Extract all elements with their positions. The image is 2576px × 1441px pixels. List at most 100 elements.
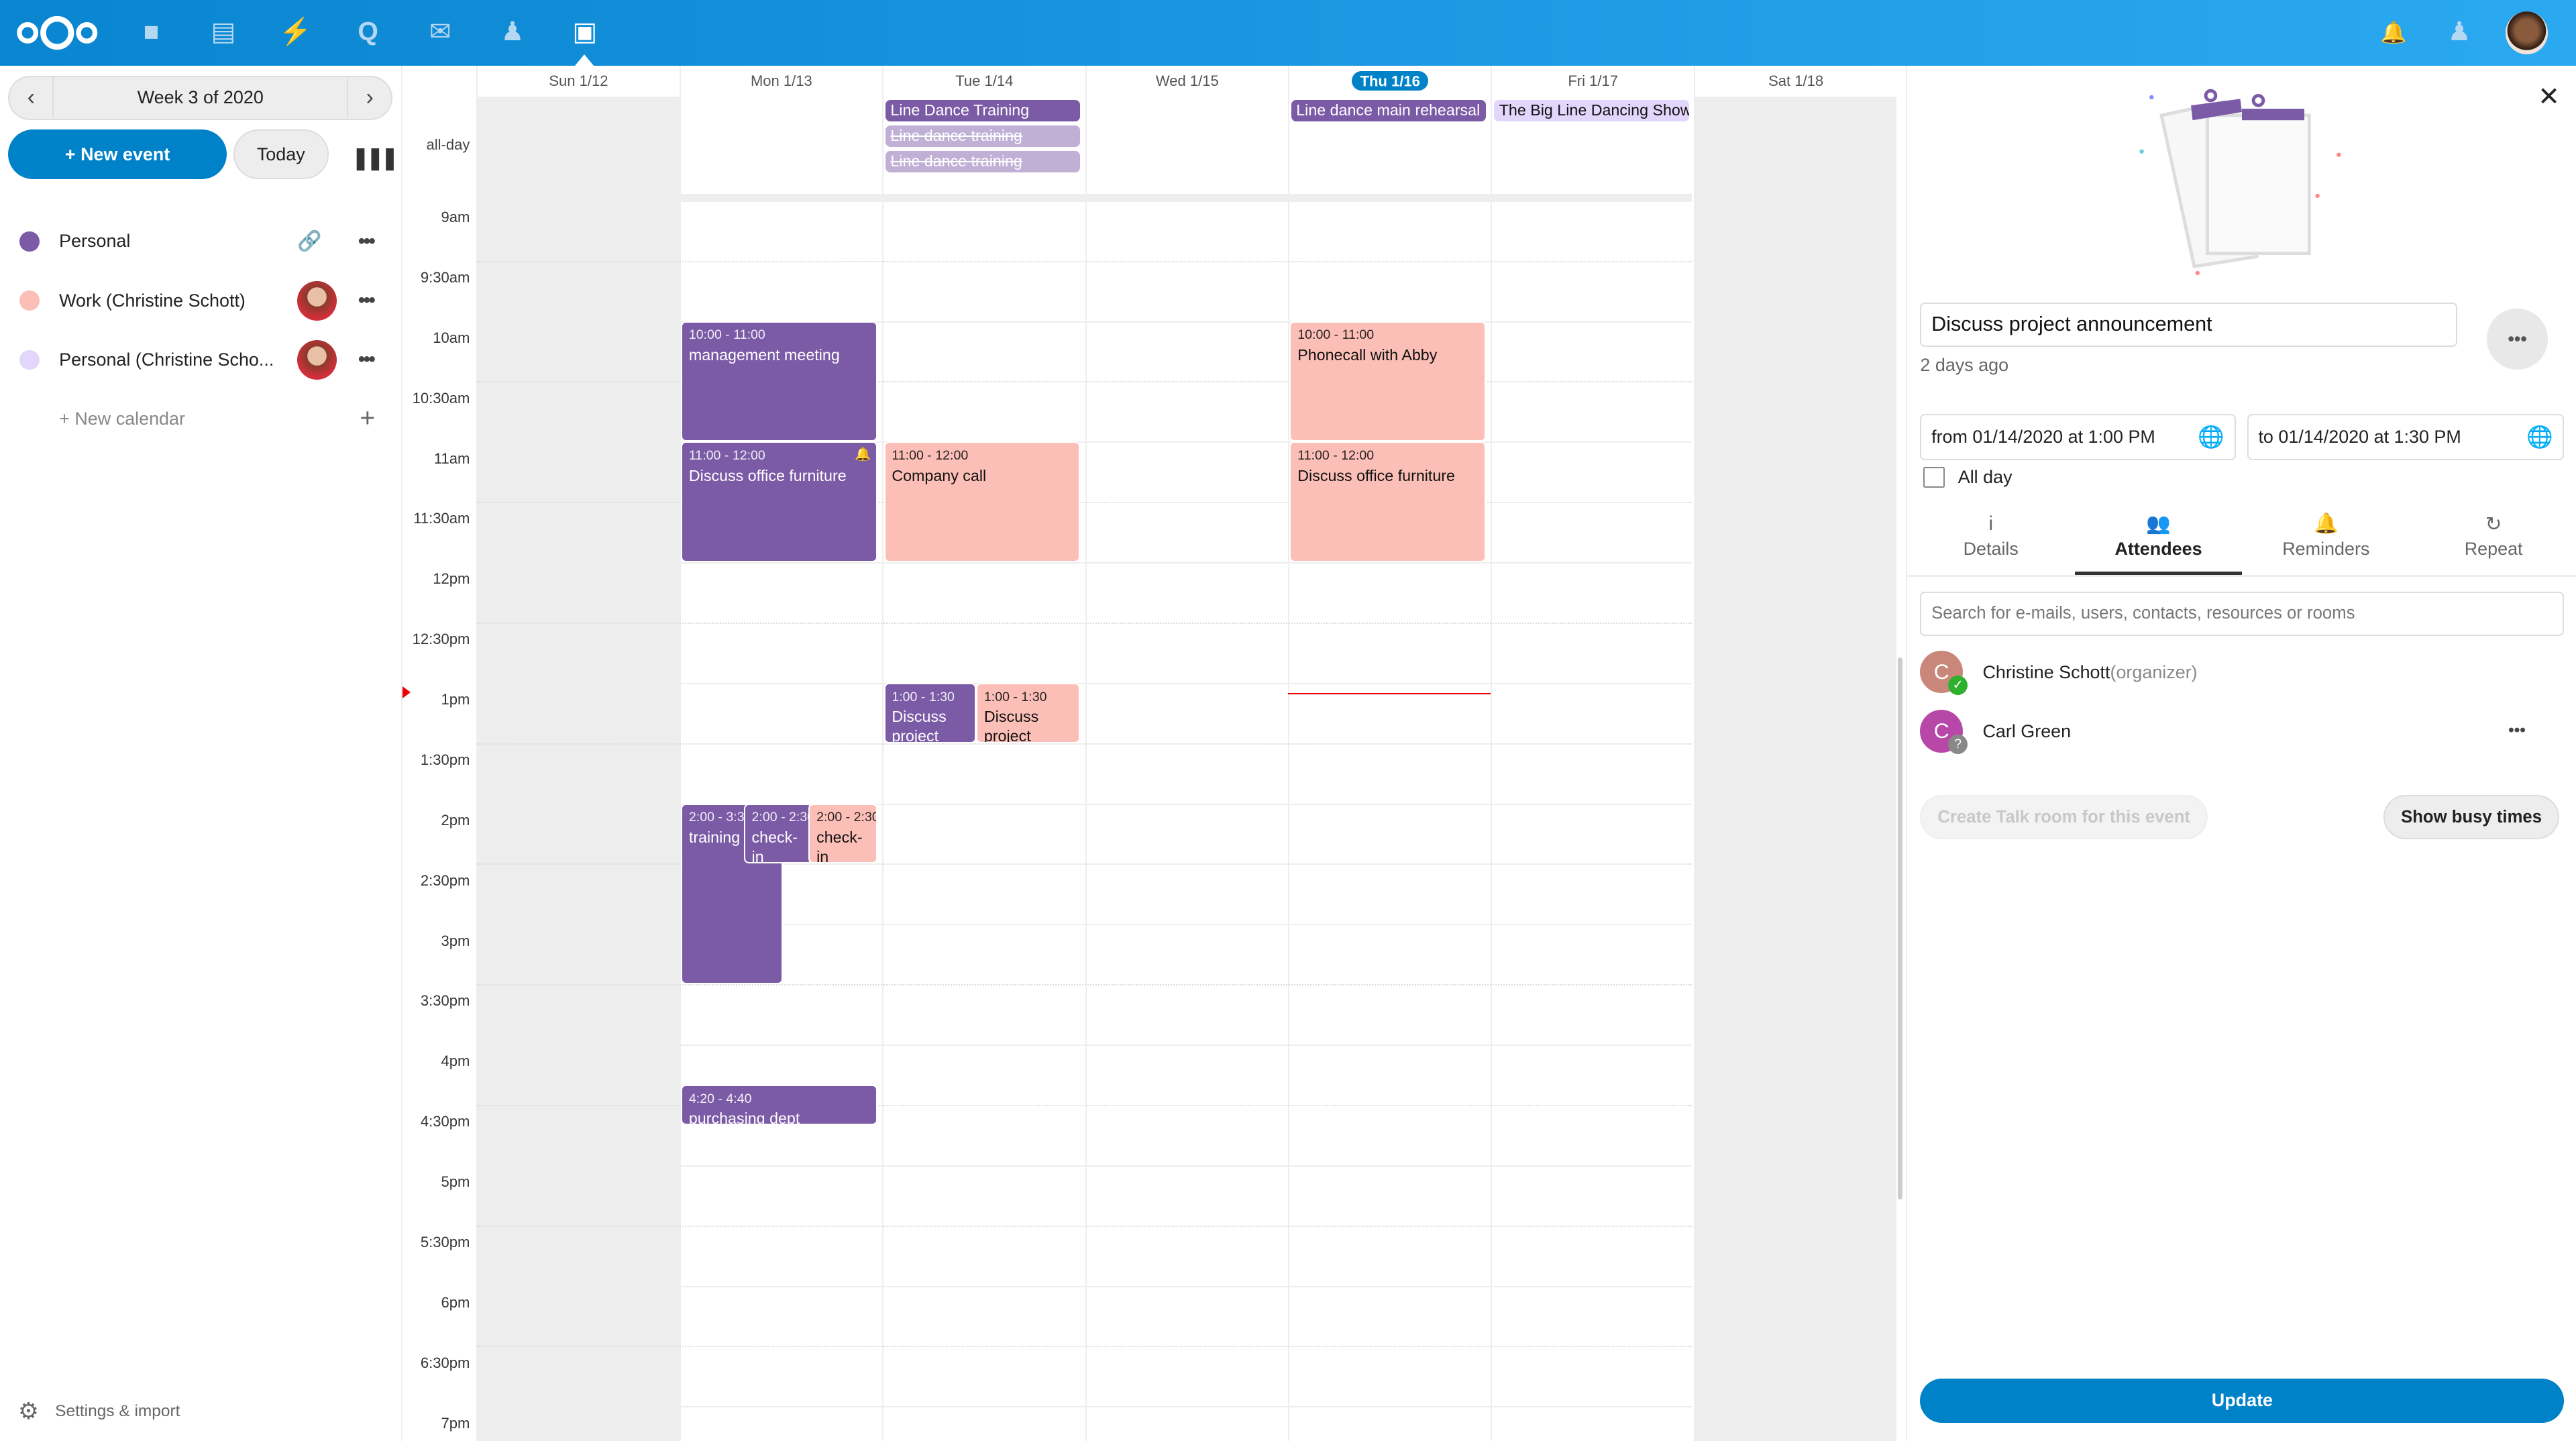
calendar-item[interactable]: Work (Christine Schott) •••	[0, 276, 394, 325]
start-datetime-input[interactable]: from 01/14/2020 at 1:00 PM 🌐	[1920, 414, 2236, 460]
day-column[interactable]	[1085, 97, 1288, 1441]
grid-line	[476, 1346, 1693, 1348]
calendar-event[interactable]: 2:00 - 2:30 check-in	[808, 803, 877, 864]
day-column[interactable]	[882, 97, 1085, 1441]
calendar-event[interactable]: 11:00 - 12:00 Company call	[883, 441, 1081, 563]
photos-icon[interactable]: ▤	[211, 17, 236, 47]
close-icon[interactable]: ✕	[2538, 83, 2561, 112]
tab-repeat[interactable]: ↻ Repeat	[2410, 513, 2576, 575]
calendar-color-dot[interactable]	[19, 231, 40, 252]
attendee-search-input[interactable]: Search for e-mails, users, contacts, res…	[1920, 591, 2565, 636]
all-day-event[interactable]: Line Dance Training	[885, 100, 1081, 122]
event-time: 4:20 - 4:40	[688, 1091, 752, 1106]
update-button[interactable]: Update	[1920, 1378, 2565, 1423]
day-header[interactable]: Wed 1/15	[1085, 65, 1288, 97]
event-time: 1:00 - 1:30	[892, 689, 955, 704]
calendar-color-dot[interactable]	[19, 290, 40, 311]
day-column[interactable]	[679, 97, 882, 1441]
grid-line	[476, 200, 1693, 202]
all-day-event[interactable]: Line dance main rehearsal	[1291, 100, 1487, 122]
calendar-more-icon[interactable]: •••	[358, 289, 376, 312]
all-day-event[interactable]: Line dance training	[885, 151, 1081, 173]
event-title-input[interactable]: Discuss project announcement	[1920, 302, 2458, 347]
day-header[interactable]: Sat 1/18	[1693, 65, 1896, 97]
attendee-row[interactable]: C? Carl Green •••	[1920, 709, 2564, 759]
previous-week-button[interactable]: ‹	[9, 76, 54, 118]
event-title: Phonecall with Abby	[1297, 345, 1438, 364]
day-label: Wed 1/15	[1155, 72, 1219, 89]
day-header[interactable]: Tue 1/14	[882, 65, 1085, 97]
more-actions-button[interactable]: •••	[2487, 309, 2548, 370]
contacts-icon[interactable]: ♟	[500, 17, 525, 47]
attendee-role: (organizer)	[2110, 661, 2198, 682]
last-modified: 2 days ago	[1920, 354, 2009, 375]
calendar-event[interactable]: 1:00 - 1:30 Discuss project	[976, 682, 1081, 743]
all-day-checkbox[interactable]	[1923, 466, 1945, 488]
all-day-event[interactable]: Line dance training	[885, 125, 1081, 148]
all-day-event[interactable]: The Big Line Dancing Show	[1494, 100, 1689, 122]
activity-icon[interactable]: ⚡	[279, 17, 313, 47]
calendar-more-icon[interactable]: •••	[358, 229, 376, 252]
talk-icon[interactable]: Q	[358, 17, 378, 47]
calendar-event[interactable]: 10:00 - 11:00 management meeting	[681, 321, 877, 442]
plus-icon[interactable]: +	[360, 404, 376, 433]
event-time: 2:00 - 3:30	[688, 810, 752, 825]
attendee-row[interactable]: C ✓ Christine Schott(organizer)	[1920, 650, 2564, 700]
new-event-button[interactable]: + New event	[8, 129, 227, 179]
mail-icon[interactable]: ✉	[429, 17, 451, 47]
files-icon[interactable]: ■	[143, 17, 160, 47]
day-column[interactable]	[476, 97, 680, 1441]
calendar-event[interactable]: 11:00 - 12:00 Discuss office furniture 🔔	[681, 441, 877, 563]
event-sidebar: ✕ Discuss project announcement ••• 2 day…	[1905, 65, 2576, 1441]
contacts-menu-icon[interactable]: ♟	[2447, 17, 2471, 47]
day-header[interactable]: Thu 1/16	[1288, 65, 1491, 97]
create-talk-room-button[interactable]: Create Talk room for this event	[1920, 795, 2208, 840]
grid-line	[476, 441, 1693, 443]
tab-details[interactable]: i Details	[1907, 513, 2075, 575]
view-switcher-icon[interactable]: ❚❚❚	[352, 145, 398, 170]
new-calendar-button[interactable]: + New calendar +	[0, 394, 394, 443]
tab-attendees[interactable]: 👥 Attendees	[2075, 513, 2243, 575]
calendar-icon[interactable]: ▣	[572, 17, 598, 47]
calendar-item[interactable]: Personal (Christine Scho... •••	[0, 335, 394, 384]
calendar-event[interactable]: 4:20 - 4:40 purchasing dept	[681, 1084, 877, 1125]
scrollbar[interactable]	[1897, 657, 1902, 1199]
nextcloud-logo-icon[interactable]	[16, 15, 98, 51]
attendee-more-icon[interactable]: •••	[2508, 721, 2526, 740]
day-header[interactable]: Mon 1/13	[679, 65, 882, 97]
tab-reminders[interactable]: 🔔 Reminders	[2242, 513, 2410, 575]
day-column[interactable]	[1491, 97, 1693, 1441]
tab-label: Repeat	[2464, 539, 2523, 559]
week-calendar-grid[interactable]: all-day Sun 1/12 Mon 1/13 Tue 1/14 Wed 1/15…	[402, 65, 1902, 1441]
day-column[interactable]	[1288, 97, 1491, 1441]
event-time: 2:00 - 2:30	[751, 810, 813, 825]
timezone-globe-icon[interactable]: 🌐	[2198, 425, 2224, 449]
calendar-color-dot[interactable]	[19, 350, 40, 370]
settings-button[interactable]: ⚙ Settings & import	[0, 1387, 394, 1436]
share-link-icon[interactable]: 🔗	[297, 229, 322, 252]
calendar-item[interactable]: Personal 🔗 •••	[0, 217, 394, 266]
calendar-more-icon[interactable]: •••	[358, 348, 376, 371]
calendar-event[interactable]: 11:00 - 12:00 Discuss office furniture	[1289, 441, 1487, 563]
calendar-event[interactable]: 10:00 - 11:00 Phonecall with Abby	[1289, 321, 1487, 442]
calendar-event[interactable]: 2:00 - 2:30 check-in	[743, 803, 813, 864]
end-datetime-input[interactable]: to 01/14/2020 at 1:30 PM 🌐	[2247, 414, 2565, 460]
today-button[interactable]: Today	[233, 129, 329, 179]
attendee-name: Carl Green	[1982, 721, 2072, 742]
event-time: 11:00 - 12:00	[892, 448, 969, 464]
notifications-icon[interactable]: 🔔	[2380, 20, 2407, 45]
next-week-button[interactable]: ›	[347, 76, 391, 118]
calendar-name: Personal	[59, 231, 131, 252]
grid-line	[476, 1285, 1693, 1287]
user-avatar[interactable]	[2505, 11, 2548, 54]
grid-line	[476, 743, 1693, 745]
calendar-event[interactable]: 1:00 - 1:30 Discuss project announcement	[883, 682, 977, 743]
day-column[interactable]	[1693, 97, 1897, 1441]
timezone-globe-icon[interactable]: 🌐	[2526, 425, 2553, 449]
day-header[interactable]: Fri 1/17	[1491, 65, 1693, 97]
show-busy-times-button[interactable]: Show busy times	[2383, 795, 2560, 840]
event-time: 11:00 - 12:00	[688, 448, 765, 464]
event-illustration	[2139, 89, 2342, 275]
day-header[interactable]: Sun 1/12	[476, 65, 679, 97]
week-label[interactable]: Week 3 of 2020	[137, 87, 264, 108]
